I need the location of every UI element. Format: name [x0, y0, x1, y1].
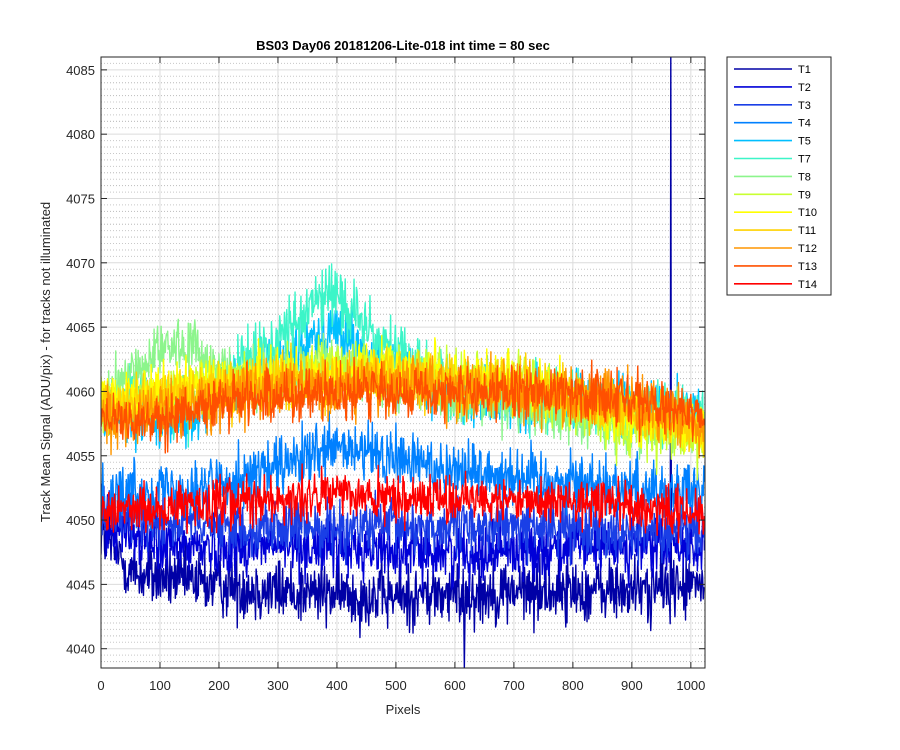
plot-frame — [100, 56, 706, 669]
series-line-t1 — [101, 57, 705, 668]
y-tick-label: 4040 — [66, 642, 95, 657]
series-line-t14 — [101, 463, 705, 544]
y-tick-label: 4085 — [66, 63, 95, 78]
series-layer — [101, 57, 705, 668]
legend-label-t3: T3 — [798, 100, 811, 112]
x-axis-label: Pixels — [386, 702, 421, 717]
series-line-t2 — [101, 483, 705, 593]
x-tick-label: 0 — [97, 678, 104, 693]
legend-label-t4: T4 — [798, 118, 811, 130]
y-tick-label: 4065 — [66, 320, 95, 335]
x-axis: 0 100 200 300 400 500 600 700 800 900 1000 — [97, 57, 705, 693]
x-tick-label: 800 — [562, 678, 584, 693]
legend-label-t2: T2 — [798, 82, 811, 94]
y-tick-label: 4060 — [66, 384, 95, 399]
legend-label-t14: T14 — [798, 279, 817, 291]
y-tick-label: 4050 — [66, 513, 95, 528]
legend-label-t11: T11 — [798, 225, 816, 237]
y-tick-label: 4080 — [66, 127, 95, 142]
legend-label-t13: T13 — [798, 261, 817, 273]
y-tick-label: 4070 — [66, 256, 95, 271]
y-axis: 4040 4045 4050 4055 4060 4065 4070 4075 4080 4085 — [66, 63, 705, 657]
legend-label-t9: T9 — [798, 189, 811, 201]
x-tick-label: 900 — [621, 678, 643, 693]
series-line-t13 — [101, 356, 705, 454]
legend-label-t8: T8 — [798, 171, 811, 183]
x-tick-label: 1000 — [676, 678, 705, 693]
y-tick-label: 4055 — [66, 449, 95, 464]
legend-label-t12: T12 — [798, 243, 817, 255]
x-tick-label: 200 — [208, 678, 230, 693]
series-line-t3 — [101, 482, 705, 567]
legend-label-t1: T1 — [798, 64, 811, 76]
chart-title: BS03 Day06 20181206-Lite-018 int time = … — [256, 38, 550, 53]
legend: T1 T2 T3 T4 T5 T7 T8 T9 T10 T11 T12 T13 T14 — [726, 56, 832, 296]
legend-label-t5: T5 — [798, 136, 811, 148]
y-axis-label: Track Mean Signal (ADU/pix) - for tracks… — [38, 202, 53, 522]
y-tick-label: 4045 — [66, 577, 95, 592]
legend-label-t10: T10 — [798, 207, 817, 219]
legend-label-t7: T7 — [798, 154, 811, 166]
x-tick-label: 400 — [326, 678, 348, 693]
x-tick-label: 500 — [385, 678, 407, 693]
y-tick-label: 4075 — [66, 191, 95, 206]
x-tick-label: 700 — [503, 678, 525, 693]
x-tick-label: 100 — [149, 678, 171, 693]
x-tick-label: 600 — [444, 678, 466, 693]
series-line-t4 — [101, 410, 705, 532]
x-tick-label: 300 — [267, 678, 289, 693]
